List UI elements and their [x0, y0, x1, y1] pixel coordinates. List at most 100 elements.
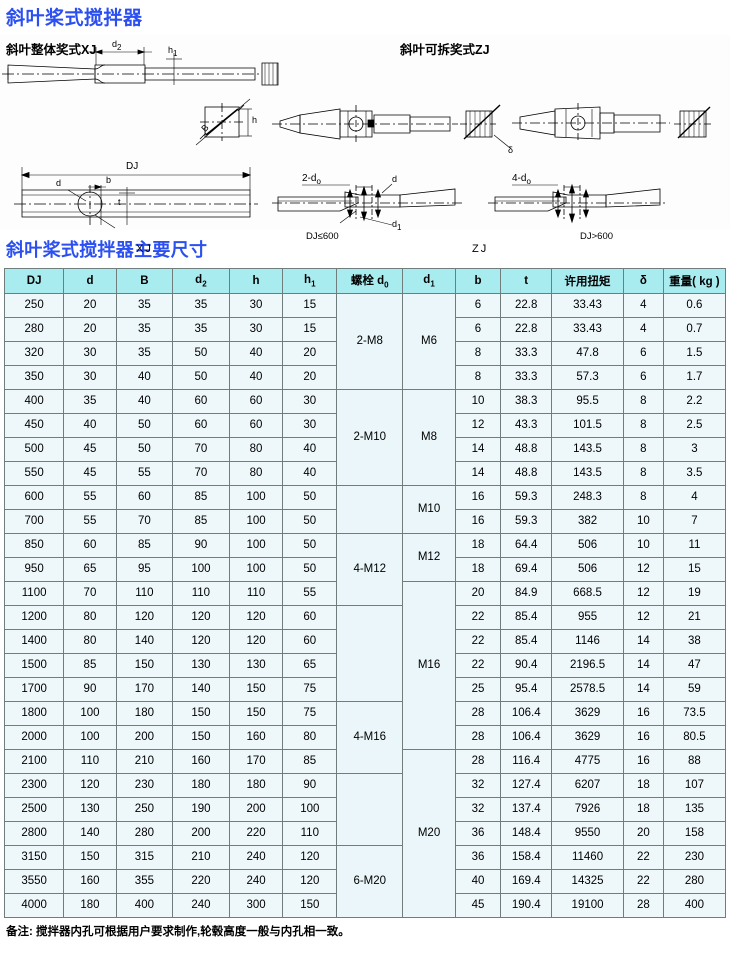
cell-weight: 7: [662, 508, 727, 534]
cell-delta: 16: [622, 700, 664, 726]
cell-t: 59.3: [500, 484, 553, 510]
cell-d2: 60: [172, 412, 230, 438]
cell-weight: 15: [662, 556, 727, 582]
cell-h1: 30: [282, 412, 338, 438]
cell-delta: 28: [622, 892, 664, 918]
dim-label-4do: 4-do: [512, 172, 531, 186]
cell-b: 8: [454, 364, 502, 390]
cell-t: 59.3: [500, 508, 553, 534]
cell-delta: 4: [622, 316, 664, 342]
table-row: 600 55 60 85 100 50 M10 16 59.3 248.3 8 4: [3, 484, 727, 534]
header-h1: h1: [282, 267, 338, 294]
cell-d: 60: [63, 532, 117, 558]
cell-t: 48.8: [500, 460, 553, 486]
cell-torque: 57.3: [551, 364, 624, 390]
cell-d: 35: [63, 388, 117, 414]
cell-weight: 230: [662, 844, 727, 870]
cell-d2: 50: [172, 364, 230, 390]
cell-delta: 10: [622, 532, 664, 558]
cell-d: 65: [63, 556, 117, 582]
cell-torque: 506: [551, 532, 624, 558]
cell-h: 200: [228, 796, 284, 822]
table-row: 280 20 35 35 30 15 6 22.8 33.43 4 0.7: [3, 316, 727, 342]
header-torque: 许用扭矩: [551, 267, 624, 294]
cell-delta: 14: [622, 676, 664, 702]
table-row: 4000 180 400 240 300 150 45 190.4 19100 28 400: [3, 892, 727, 918]
cell-d2: 110: [172, 580, 230, 606]
cell-weight: 19: [662, 580, 727, 606]
cell-b-upper: 35: [115, 340, 174, 366]
cell-h: 30: [228, 316, 284, 342]
cell-weight: 0.7: [662, 316, 727, 342]
cell-h: 40: [228, 364, 284, 390]
cell-d2: 50: [172, 340, 230, 366]
figure-name-zj: ZJ: [472, 242, 489, 255]
cell-delta: 20: [622, 820, 664, 846]
cell-d: 150: [63, 844, 117, 870]
cell-d2: 100: [172, 556, 230, 582]
cell-h: 180: [228, 772, 284, 798]
cell-b-upper: 40: [115, 388, 174, 414]
cell-h: 240: [228, 844, 284, 870]
cell-dj: 3550: [3, 868, 65, 894]
cell-torque: 33.43: [551, 292, 624, 318]
cell-b-upper: 280: [115, 820, 174, 846]
cell-d1: M8: [402, 388, 456, 486]
cell-h: 40: [228, 340, 284, 366]
cell-h1: 20: [282, 340, 338, 366]
header-d: d: [63, 267, 117, 294]
cell-weight: 0.6: [662, 292, 727, 318]
header-h: h: [228, 267, 284, 294]
drawing-vectors: [2, 46, 712, 229]
cell-delta: 22: [622, 844, 664, 870]
cell-torque: 9550: [551, 820, 624, 846]
table-row: 450 40 50 60 60 30 12 43.3 101.5 8 2.5: [3, 412, 727, 438]
cell-d2: 85: [172, 508, 230, 534]
cell-dj: 2000: [3, 724, 65, 750]
cell-b-upper: 110: [115, 580, 174, 606]
cell-d2: 160: [172, 748, 230, 774]
cell-d: 130: [63, 796, 117, 822]
table-row: 3550 160 355 220 240 120 40 169.4 14325 22 280: [3, 868, 727, 894]
cell-h1: 85: [282, 748, 338, 774]
cell-h1: 55: [282, 580, 338, 606]
table-row: 550 45 55 70 80 40 14 48.8 143.5 8 3.5: [3, 460, 727, 486]
cell-h1: 15: [282, 316, 338, 342]
table-row: 1100 70 110 110 110 55 M16 20 84.9 668.5 12 19: [3, 580, 727, 750]
cell-b-upper: 35: [115, 316, 174, 342]
cell-d: 160: [63, 868, 117, 894]
cell-t: 22.8: [500, 292, 553, 318]
cell-d1: M20: [402, 748, 456, 918]
cell-dj: 600: [3, 484, 65, 510]
cell-delta: 6: [622, 364, 664, 390]
table-row: 950 65 95 100 100 50 18 69.4 506 12 15: [3, 556, 727, 582]
cell-d: 90: [63, 676, 117, 702]
cell-weight: 47: [662, 652, 727, 678]
cell-delta: 6: [622, 340, 664, 366]
cell-b: 20: [454, 580, 502, 606]
cell-b-upper: 50: [115, 436, 174, 462]
cell-h: 30: [228, 292, 284, 318]
cell-b: 36: [454, 820, 502, 846]
cell-torque: 143.5: [551, 436, 624, 462]
cell-d: 80: [63, 628, 117, 654]
cell-d: 100: [63, 724, 117, 750]
cell-d2: 70: [172, 460, 230, 486]
cell-b: 40: [454, 868, 502, 894]
drawing-caption-xj: 斜叶整体奖式XJ: [6, 42, 97, 57]
cell-d: 20: [63, 292, 117, 318]
cell-b: 16: [454, 484, 502, 510]
cell-dj: 280: [3, 316, 65, 342]
cell-dj: 2500: [3, 796, 65, 822]
cell-d1: M6: [402, 292, 456, 390]
cell-h: 100: [228, 508, 284, 534]
cell-dj: 1200: [3, 604, 65, 630]
cell-dj: 4000: [3, 892, 65, 918]
cell-h1: 75: [282, 700, 338, 726]
cell-weight: 21: [662, 604, 727, 630]
cell-b-upper: 50: [115, 412, 174, 438]
cell-b-upper: 180: [115, 700, 174, 726]
cell-d2: 150: [172, 700, 230, 726]
cell-h: 170: [228, 748, 284, 774]
